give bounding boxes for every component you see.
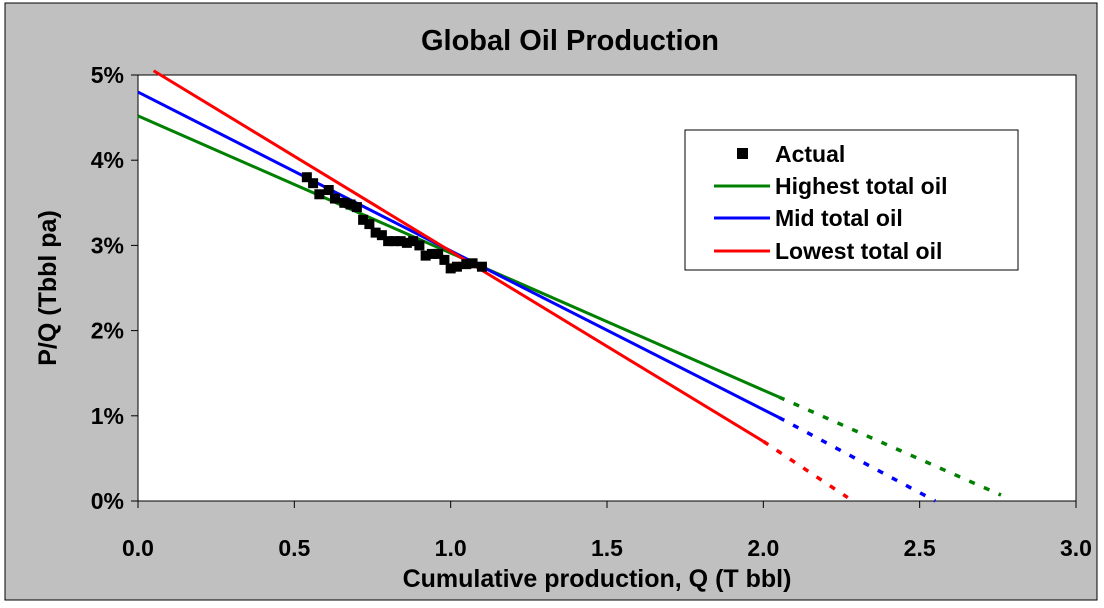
series-projection-lowest-total-oil: [762, 439, 849, 500]
x-tick-label: 2.5: [904, 535, 936, 561]
x-axis-label: Cumulative production, Q (T bbl): [403, 565, 792, 593]
y-tick-label: 3%: [91, 232, 124, 258]
x-tick-label: 3.0: [1060, 535, 1092, 561]
x-tick-label: 1.5: [591, 535, 623, 561]
actual-point: [370, 227, 381, 238]
y-tick-label: 5%: [91, 62, 124, 88]
actual-point: [433, 248, 444, 259]
legend-label: Mid total oil: [775, 205, 903, 231]
actual-point: [351, 202, 362, 213]
actual-point: [395, 236, 406, 247]
y-tick-label: 4%: [91, 147, 124, 173]
x-tick-label: 2.0: [747, 535, 779, 561]
legend-label: Highest total oil: [775, 173, 948, 199]
actual-point: [401, 237, 412, 248]
actual-point: [389, 236, 400, 247]
x-axis-ticks: 0.0 0.5 1.0 1.5 2.0 2.5 3.0: [122, 501, 1092, 561]
actual-point: [451, 261, 462, 272]
actual-point: [383, 236, 394, 247]
chart-title: Global Oil Production: [421, 25, 719, 57]
x-tick-label: 1.0: [435, 535, 467, 561]
y-tick-label: 0%: [91, 488, 124, 514]
actual-point: [323, 185, 334, 196]
actual-point: [376, 230, 387, 241]
actual-point: [414, 240, 425, 251]
legend-marker-actual: [737, 148, 748, 159]
y-tick-label: 2%: [91, 318, 124, 344]
actual-point: [358, 214, 369, 225]
y-axis-label: P/Q (Tbbl pa): [34, 210, 62, 366]
y-tick-label: 1%: [91, 403, 124, 429]
x-tick-label: 0.5: [278, 535, 310, 561]
actual-point: [476, 261, 487, 272]
y-axis-ticks: 0% 1% 2% 3% 4% 5%: [91, 62, 138, 514]
series-projection-mid-total-oil: [778, 415, 937, 503]
actual-point: [314, 189, 325, 200]
actual-point: [439, 254, 450, 265]
series-line-lowest-total-oil: [152, 69, 765, 443]
actual-point: [467, 258, 478, 269]
legend: Actual Highest total oil Mid total oil Lowe…: [684, 129, 1019, 271]
actual-point: [329, 193, 340, 204]
actual-point: [426, 248, 437, 259]
actual-point: [345, 199, 356, 210]
legend-label: Actual: [775, 141, 845, 167]
actual-point: [339, 197, 350, 208]
legend-items: Actual Highest total oil Mid total oil Lowe…: [714, 141, 948, 264]
actual-point: [420, 250, 431, 261]
actual-point: [308, 178, 319, 189]
actual-point: [408, 236, 419, 247]
series-layer: [137, 69, 1002, 503]
x-tick-label: 0.0: [122, 535, 154, 561]
actual-point: [445, 263, 456, 274]
legend-label: Lowest total oil: [775, 238, 942, 264]
actual-point: [301, 172, 312, 183]
actual-point: [364, 219, 375, 230]
actual-point: [461, 259, 472, 270]
